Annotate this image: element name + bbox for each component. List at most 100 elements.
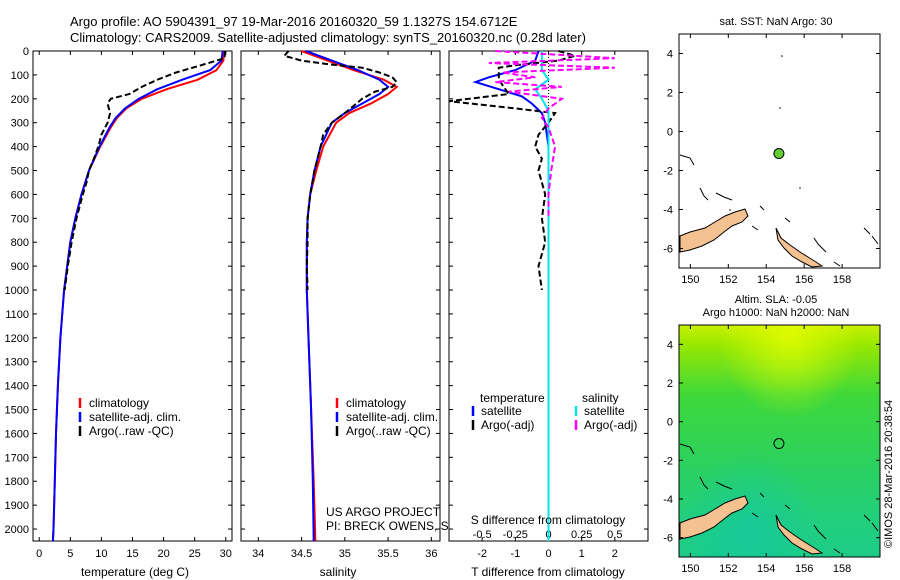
salinity-frame <box>240 50 441 542</box>
map-x-tick-label: 150 <box>681 563 699 575</box>
depth-tick-label: 100 <box>11 70 29 82</box>
x-tick-label: 35 <box>339 548 351 560</box>
x-tick-label: 0 <box>545 548 551 560</box>
map-x-tick-label: 158 <box>833 274 851 286</box>
map-y-tick-label: 0 <box>667 417 673 429</box>
sst-argo-marker <box>773 148 785 160</box>
x-tick-label: 25 <box>189 548 201 560</box>
depth-tick-label: 1700 <box>5 452 29 464</box>
x-tick-label: 10 <box>95 548 107 560</box>
depth-tick-label: 400 <box>11 142 29 154</box>
map-y-tick-label: 2 <box>667 88 673 100</box>
map-y-tick-label: -4 <box>663 494 673 506</box>
depth-tick-label: 1800 <box>5 476 29 488</box>
temperature-legend-climatology: climatology <box>89 396 149 410</box>
salinity-series-argo-raw-qc- <box>282 50 399 291</box>
depth-tick-label: 1100 <box>5 309 29 321</box>
temperature-legend: climatology satellite-adj. clim. Argo(..… <box>78 396 181 438</box>
depth-tick-label: 900 <box>11 261 29 273</box>
salinity-xlabel: salinity <box>320 565 357 579</box>
map-y-tick-label: -4 <box>663 205 673 217</box>
sla-map-title-line2: Argo h1000: NaN h2000: NaN <box>703 307 850 319</box>
difference-legend-t-argo: Argo(-adj) <box>481 418 534 432</box>
difference-panel: -2 -1 0 1 2-0.5 -0.25 0 0.25 0.5 T difference fr… <box>448 50 649 579</box>
map-y-tick-label: 4 <box>667 339 673 351</box>
difference-legend-t-satellite: satellite <box>481 404 522 418</box>
depth-tick-label: 0 <box>23 46 29 58</box>
map-y-tick-label: -2 <box>663 455 673 467</box>
header-line1: Argo profile: AO 5904391_97 19-Mar-2016 … <box>70 14 518 29</box>
x-tick-label: 1 <box>579 548 585 560</box>
temperature-frame <box>32 50 233 542</box>
header-line2: Climatology: CARS2009. Satellite-adjuste… <box>70 30 586 45</box>
differences-series-argo-adj- <box>488 50 615 219</box>
temperature-panel: 0100200300400500600700800900100011001200… <box>5 46 233 579</box>
difference-legend-salinity-title: salinity <box>582 391 619 405</box>
map-y-tick-label: 2 <box>667 378 673 390</box>
depth-tick-label: 1600 <box>5 428 29 440</box>
map-y-tick-label: 4 <box>667 49 673 61</box>
map-x-tick-label: 156 <box>795 274 813 286</box>
map-y-tick-label: -6 <box>663 244 673 256</box>
difference-legend-s-satellite: satellite <box>584 404 625 418</box>
depth-tick-label: 1500 <box>5 405 29 417</box>
x-tick-label: 0 <box>36 548 42 560</box>
top-tick-label: -0.5 <box>473 529 492 541</box>
depth-tick-label: 1200 <box>5 333 29 345</box>
difference-legend: temperature salinity satellite Argo(-adj… <box>471 391 637 432</box>
depth-tick-label: 1400 <box>5 381 29 393</box>
depth-tick-label: 200 <box>11 94 29 106</box>
depth-tick-label: 600 <box>11 189 29 201</box>
temperature-series-satellite-adj-clim- <box>51 50 224 542</box>
x-tick-label: 34.5 <box>291 548 312 560</box>
x-tick-label: -2 <box>477 548 487 560</box>
depth-tick-label: 1000 <box>5 285 29 297</box>
sla-argo-marker <box>773 438 785 450</box>
temperature-series-argo-raw-qc- <box>63 50 227 291</box>
map-y-tick-label: -6 <box>663 533 673 545</box>
x-tick-label: 5 <box>67 548 73 560</box>
salinity-panel: 34 34.5 35 35.5 36 salinity climatology sate… <box>240 50 606 579</box>
depth-tick-label: 500 <box>11 166 29 178</box>
salinity-legend: climatology satellite-adj. clim. Argo(..… <box>335 396 438 438</box>
map-x-tick-label: 156 <box>795 563 813 575</box>
map-x-tick-label: 152 <box>719 274 737 286</box>
map-x-tick-label: 158 <box>833 563 851 575</box>
depth-tick-label: 300 <box>11 118 29 130</box>
imos-stamp: ©IMOS 28-Mar-2016 20:38:54 <box>883 400 895 548</box>
sst-map-panel: sat. SST: NaN Argo: 30 150 152 154 156 158 -6… <box>663 16 881 286</box>
sla-map-title-line1: Altim. SLA: -0.05 <box>735 294 818 306</box>
depth-tick-label: 700 <box>11 213 29 225</box>
x-tick-label: 30 <box>220 548 232 560</box>
sla-map-land <box>679 443 879 555</box>
differences-series-argo-adj- <box>448 50 579 291</box>
difference-legend-temperature-title: temperature <box>480 391 545 405</box>
depth-tick-label: 1900 <box>5 500 29 512</box>
map-x-tick-label: 154 <box>757 274 775 286</box>
credit-line1: US ARGO PROJECT <box>326 505 441 519</box>
depth-tick-label: 2000 <box>5 524 29 536</box>
x-tick-label: 36 <box>425 548 437 560</box>
temperature-legend-argo: Argo(..raw -QC) <box>89 424 174 438</box>
salinity-legend-climatology: climatology <box>346 396 406 410</box>
depth-tick-label: 1300 <box>5 357 29 369</box>
x-tick-label: 15 <box>126 548 138 560</box>
map-x-tick-label: 154 <box>757 563 775 575</box>
salinity-legend-argo: Argo(..raw -QC) <box>346 424 431 438</box>
temperature-legend-satellite: satellite-adj. clim. <box>89 410 181 424</box>
x-tick-label: 34 <box>252 548 264 560</box>
sla-map-panel: Altim. SLA: -0.05 Argo h1000: NaN h2000:… <box>663 294 881 575</box>
x-tick-label: 2 <box>612 548 618 560</box>
sst-map-title: sat. SST: NaN Argo: 30 <box>719 16 832 28</box>
top-tick-label: 0.25 <box>571 529 592 541</box>
x-tick-label: 35.5 <box>377 548 398 560</box>
difference-legend-s-argo: Argo(-adj) <box>584 418 637 432</box>
map-y-tick-label: 0 <box>667 127 673 139</box>
difference-xlabel: T difference from climatology <box>471 565 625 579</box>
top-tick-label: 0.5 <box>607 529 622 541</box>
sst-map-land <box>679 55 879 268</box>
sla-map-frame <box>678 324 881 558</box>
map-x-tick-label: 150 <box>681 274 699 286</box>
x-tick-label: 20 <box>157 548 169 560</box>
